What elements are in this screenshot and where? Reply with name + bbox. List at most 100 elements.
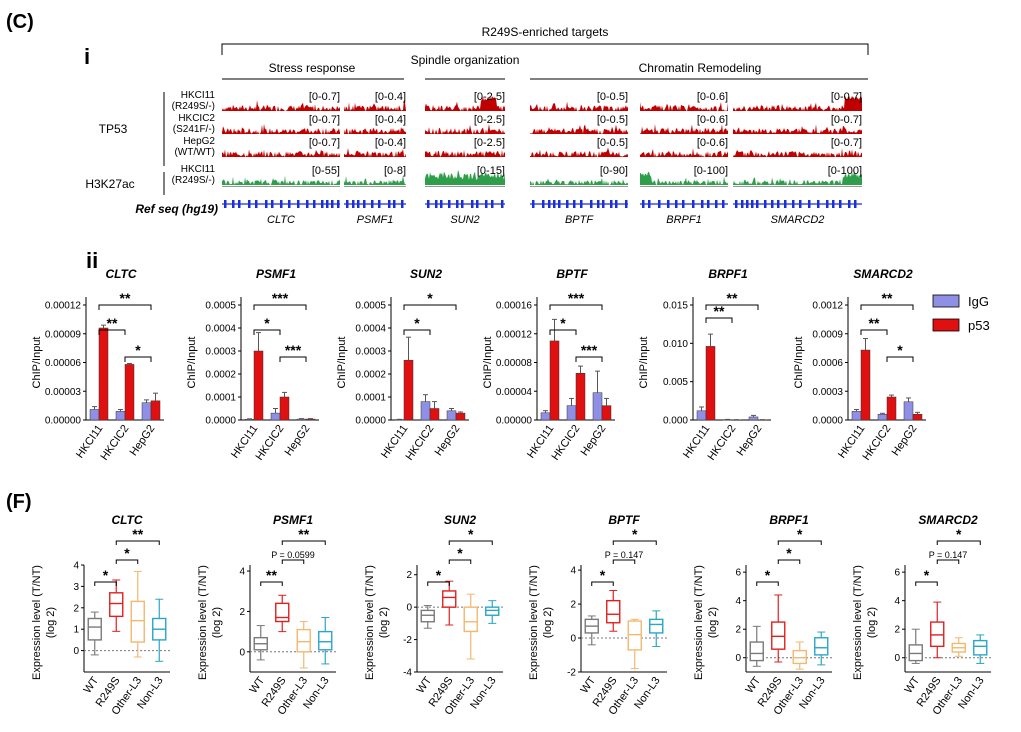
box-iqr	[87, 617, 102, 641]
track-range-label: [0-0.5]	[597, 114, 628, 126]
chart-title: PSMF1	[273, 513, 313, 527]
significance-bracket	[860, 304, 914, 310]
significance-bracket	[705, 304, 759, 310]
group-chromatin-label: Chromatin Remodeling	[639, 61, 762, 75]
refseq-exon	[854, 200, 857, 208]
significance-label: **	[120, 290, 131, 306]
chart-title: SUN2	[444, 513, 476, 527]
track-range-label: [0-0.7]	[831, 114, 862, 126]
refseq-exon	[388, 200, 391, 208]
y-tick-label: 2	[570, 600, 576, 611]
x-tick-label: HepG2	[128, 423, 158, 458]
y-tick-label: 0	[894, 653, 900, 664]
y-tick-label: 0	[239, 647, 245, 658]
track-range-label: [0-0.6]	[697, 91, 728, 103]
y-tick-label: 2	[239, 607, 245, 618]
refseq-exon	[321, 200, 324, 208]
bar-igg	[877, 414, 888, 421]
significance-bracket	[777, 559, 801, 564]
significance-bracket	[124, 356, 152, 362]
refseq-exon	[784, 200, 787, 208]
y-tick-label: 0.0002	[355, 370, 386, 381]
significance-bracket	[253, 304, 307, 310]
y-axis-label: Expression level (T/NT)	[693, 565, 705, 680]
refseq-exon	[306, 200, 309, 208]
significance-bracket	[98, 329, 126, 335]
y-axis-label: ChIP/Input	[793, 337, 805, 389]
track-range-label: [0-90]	[600, 165, 628, 177]
y-tick-label: 0	[570, 634, 576, 645]
refseq-exon	[701, 200, 704, 208]
box-plot-psmf1: PSMF1 Expression level (T/NT) (log 2) 0 2 4 WT…	[197, 513, 336, 717]
refseq-exon	[491, 200, 494, 208]
y-axis-label-units: (log 2)	[211, 607, 223, 638]
refseq-exon	[326, 200, 329, 208]
significance-bracket	[279, 356, 307, 362]
track-row-label: HKCI11	[181, 164, 216, 175]
box-iqr	[814, 637, 829, 656]
signal-track	[733, 171, 862, 185]
top-bracket	[221, 43, 869, 55]
x-tick-label: HepG2	[890, 423, 920, 458]
chart-legend: IgG p53	[932, 294, 990, 333]
box-iqr	[485, 606, 500, 616]
track-row-sublabel: (S241F/-)	[173, 124, 215, 135]
chart-title: SMARCD2	[918, 513, 978, 527]
refseq-exon	[848, 200, 851, 208]
genome-tracks: R249S-enriched targets Stress response S…	[85, 25, 869, 226]
y-tick-label: 4	[239, 567, 245, 578]
bar-igg	[89, 409, 100, 421]
y-axis-label: Expression level (T/NT)	[31, 565, 43, 680]
significance-bracket	[915, 581, 938, 586]
track-row-sublabel: (R249S/-)	[172, 101, 215, 112]
track-range-label: [0-0.4]	[375, 91, 406, 103]
refseq-exon	[735, 200, 738, 208]
chart-title: BRPF1	[708, 267, 748, 281]
significance-label: *	[135, 342, 141, 358]
y-axis-label: Expression level (T/NT)	[852, 565, 864, 680]
refseq-exon	[625, 200, 628, 208]
bar-p53	[886, 396, 897, 421]
panel-i-label: i	[84, 44, 90, 69]
track-range-label: [0-0.7]	[309, 137, 340, 149]
gene-name-label: PSMF1	[357, 214, 394, 226]
bar-p53	[455, 412, 466, 421]
group-stress-label: Stress response	[269, 61, 356, 75]
gene-track-psmf1: [0-0.4] [0-0.4] [0-0.4] [0-8] PSMF1	[344, 91, 406, 226]
gene-name-label: BPTF	[565, 214, 594, 226]
refseq-exon	[808, 200, 811, 208]
bar-igg	[851, 411, 862, 421]
signal-track	[222, 123, 340, 134]
box-iqr	[463, 606, 478, 633]
refseq-exon	[777, 200, 780, 208]
box-plot-bptf: BPTF Expression level (T/NT) (log 2) -2 0 2 4 W…	[528, 513, 667, 717]
y-tick-label: 0.0004	[355, 324, 386, 335]
refseq-exon	[378, 200, 381, 208]
track-range-label: [0-0.7]	[309, 91, 340, 103]
legend-swatch-igg	[932, 294, 960, 308]
significance-bracket	[448, 540, 493, 545]
gene-name-label: BRPF1	[666, 214, 701, 226]
track-range-label: [0-8]	[384, 165, 406, 177]
x-tick-label: WT	[248, 675, 268, 696]
bar-p53	[601, 405, 612, 421]
y-tick-label: 0.0006	[812, 358, 843, 369]
signal-track	[344, 99, 406, 111]
refseq-exon	[610, 200, 613, 208]
track-row-sublabel: (R249S/-)	[172, 175, 215, 186]
bar-igg	[446, 410, 457, 421]
bar-p53	[860, 349, 871, 421]
refseq-exon	[352, 200, 355, 208]
bar-p53	[705, 346, 716, 421]
y-tick-label: 1	[73, 625, 79, 636]
significance-label: P = 0.147	[605, 550, 644, 560]
chart-title: CLTC	[111, 513, 142, 527]
refseq-exon	[553, 200, 556, 208]
y-axis-label-units: (log 2)	[542, 607, 554, 638]
x-tick-label: HepG2	[579, 423, 609, 458]
y-tick-label: 0.0000	[205, 416, 236, 427]
significance-bracket	[936, 559, 960, 564]
signal-track	[640, 101, 728, 111]
bar-chart-smarcd2: SMARCD2 ChIP/Input 0.0000 0.0003 0.0006 0.000…	[793, 267, 926, 463]
y-axis-label-units: (log 2)	[707, 607, 719, 638]
